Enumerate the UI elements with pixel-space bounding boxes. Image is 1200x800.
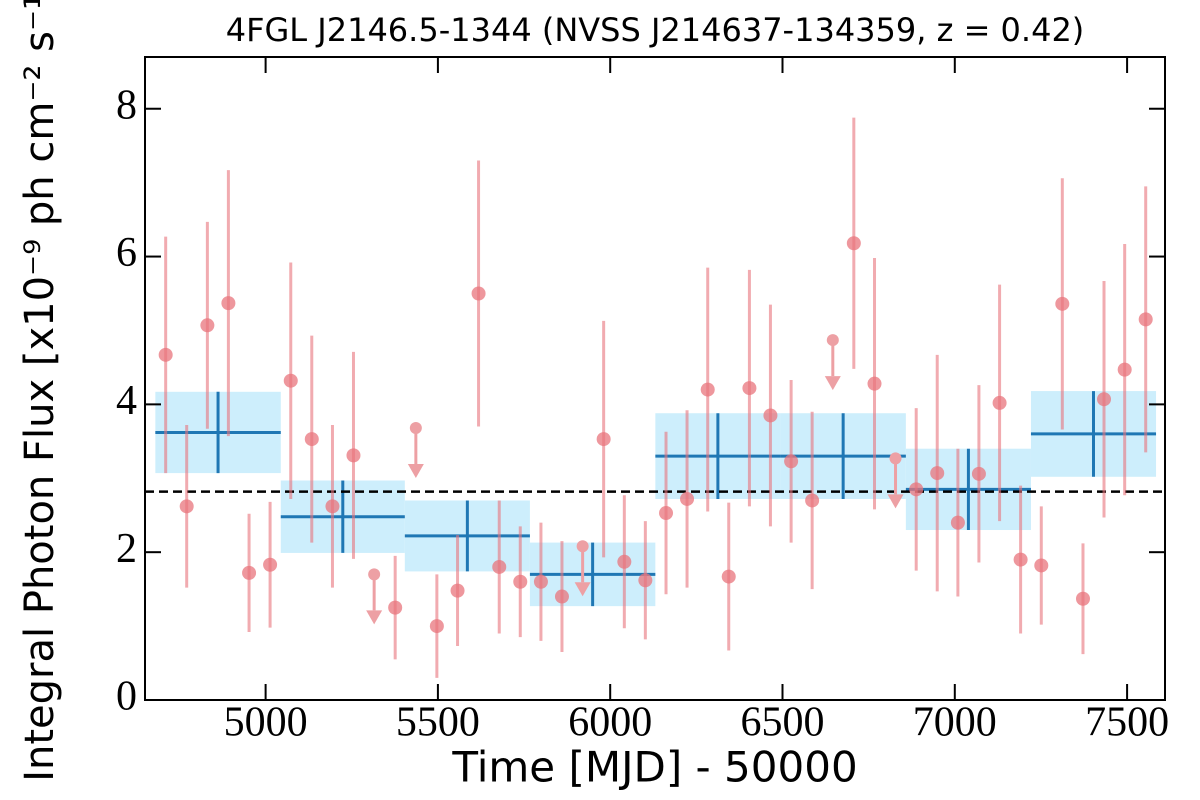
y-tick-label: 2: [116, 526, 137, 572]
flux-point: [680, 491, 695, 506]
upper-limit-point: [368, 568, 381, 581]
flux-point: [700, 382, 715, 397]
flux-point: [867, 376, 882, 391]
flux-point: [221, 296, 236, 311]
flux-point: [450, 583, 465, 598]
upper-limit-point: [889, 452, 902, 465]
flux-point: [388, 600, 403, 615]
upper-limit-arrow: [407, 464, 424, 479]
flux-point: [784, 454, 799, 469]
flux-point: [596, 432, 611, 447]
y-tick-label: 8: [116, 82, 137, 128]
flux-point: [909, 482, 924, 497]
plot-frame: [144, 56, 1166, 701]
y-tick-label: 4: [116, 378, 137, 424]
flux-point: [346, 448, 361, 463]
x-tick-label: 6000: [568, 700, 652, 746]
x-tick-label: 5000: [224, 700, 308, 746]
flux-point: [1075, 591, 1090, 606]
flux-point: [1013, 552, 1028, 567]
upper-limit-point: [826, 334, 839, 347]
upper-limit-point: [409, 422, 422, 435]
flux-point: [971, 466, 986, 481]
x-tick-label: 7500: [1085, 700, 1169, 746]
upper-limit-arrow: [366, 610, 383, 625]
flux-point: [533, 574, 548, 589]
upper-limit-arrow: [887, 494, 904, 509]
flux-point: [283, 373, 298, 388]
flux-point: [638, 573, 653, 588]
flux-point: [721, 569, 736, 584]
flux-point: [1034, 558, 1049, 573]
flux-point: [930, 466, 945, 481]
flux-point: [263, 557, 278, 572]
flux-point: [492, 559, 507, 574]
chart-title: 4FGL J2146.5-1344 (NVSS J214637-134359, …: [226, 11, 1085, 49]
flux-point: [846, 236, 861, 251]
upper-limit-arrow: [824, 376, 841, 391]
flux-point: [513, 574, 528, 589]
flux-point: [242, 565, 257, 580]
flux-point: [158, 347, 173, 362]
x-tick-label: 6500: [741, 700, 825, 746]
flux-point: [950, 515, 965, 530]
flux-point: [304, 432, 319, 447]
flux-point: [992, 395, 1007, 410]
flux-point: [325, 499, 340, 514]
flux-point: [429, 619, 444, 634]
flux-point: [179, 499, 194, 514]
flux-point: [471, 286, 486, 301]
flux-point: [1138, 312, 1153, 327]
x-tick-label: 7000: [913, 700, 997, 746]
flux-point: [1055, 296, 1070, 311]
x-axis-label: Time [MJD] - 50000: [451, 743, 857, 792]
flux-point: [659, 506, 674, 521]
y-tick-label: 6: [116, 230, 137, 276]
y-axis-label: Integral Photon Flux [x10⁻⁹ ph cm⁻² s⁻¹]: [17, 0, 63, 782]
flux-point: [1097, 392, 1112, 407]
flux-point: [1117, 362, 1132, 377]
flux-point: [554, 589, 569, 604]
flux-point: [742, 381, 757, 396]
upper-limit-arrow: [574, 582, 591, 597]
flux-point: [617, 554, 632, 569]
flux-point: [805, 493, 820, 508]
y-tick-label: 0: [116, 674, 137, 720]
flux-point: [763, 408, 778, 423]
flux-point: [200, 318, 215, 333]
x-tick-label: 5500: [396, 700, 480, 746]
upper-limit-point: [576, 540, 589, 553]
